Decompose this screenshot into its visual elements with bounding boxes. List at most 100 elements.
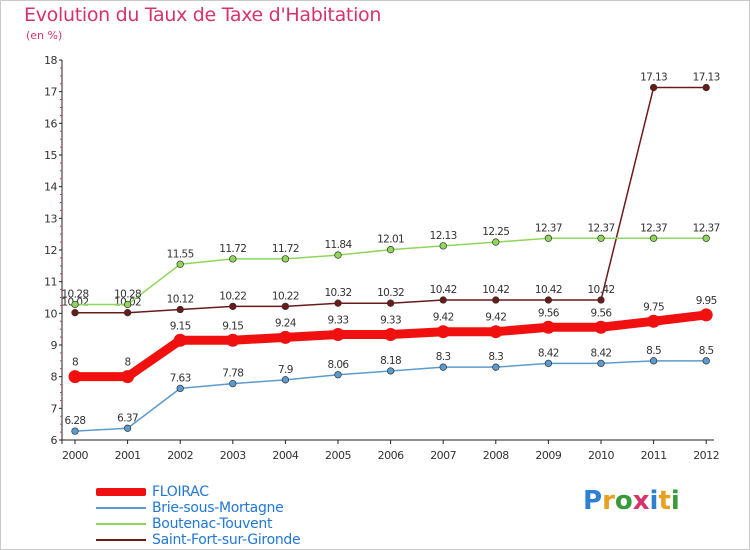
y-tick-label: 15	[44, 149, 57, 162]
data-label: 7.9	[278, 364, 293, 376]
data-point	[436, 325, 450, 339]
x-tick-label: 2010	[588, 449, 614, 462]
data-point	[229, 255, 237, 263]
data-label: 12.37	[587, 222, 614, 234]
data-point	[229, 379, 237, 388]
y-tick-label: 17	[44, 86, 57, 99]
data-point	[489, 325, 503, 339]
data-label: 12.13	[430, 230, 457, 242]
data-point	[597, 359, 605, 368]
y-tick-label: 14	[44, 181, 57, 194]
data-label: 9.33	[328, 315, 349, 327]
logo-letter: i	[670, 486, 680, 516]
legend-label-brie: Brie-sous-Mortagne	[152, 500, 284, 516]
data-point	[597, 296, 605, 304]
legend-label-boutenac: Boutenac-Touvent	[152, 516, 273, 532]
x-tick-label: 2002	[167, 449, 193, 462]
data-label: 8.42	[538, 347, 559, 359]
data-label: 9.95	[696, 295, 717, 307]
data-point	[176, 260, 184, 268]
data-label: 11.55	[167, 248, 194, 260]
data-label: 10.42	[482, 284, 509, 296]
data-point	[229, 302, 237, 311]
y-tick-label: 16	[44, 117, 57, 130]
data-label: 12.01	[377, 234, 404, 246]
x-tick-label: 2003	[220, 449, 246, 462]
data-label: 10.32	[324, 287, 351, 299]
y-tick-label: 7	[51, 402, 58, 415]
data-label: 8.3	[488, 351, 503, 363]
data-point	[176, 305, 184, 314]
legend-item-saint-fort: Saint-Fort-sur-Gironde	[96, 532, 301, 548]
data-label: 11.72	[272, 243, 299, 255]
data-label: 6.37	[117, 412, 138, 424]
data-label: 11.84	[324, 239, 352, 251]
data-point	[702, 357, 710, 365]
data-label: 12.37	[535, 222, 562, 234]
proxiti-logo: Proxiti	[583, 486, 680, 516]
data-point	[699, 308, 713, 322]
logo-letter: P	[583, 486, 603, 516]
data-label: 10.42	[535, 284, 562, 296]
data-point	[384, 328, 398, 342]
y-tick-label: 18	[44, 54, 57, 67]
data-point	[123, 309, 132, 317]
data-label: 6.28	[65, 415, 86, 427]
data-point	[121, 370, 135, 384]
chart-unit: (en %)	[26, 29, 63, 42]
data-point	[176, 384, 184, 393]
data-point	[281, 255, 290, 263]
data-label: 17.13	[693, 72, 720, 84]
series-line	[74, 86, 707, 314]
data-label: 10.22	[219, 290, 246, 302]
data-point	[544, 359, 553, 368]
data-point	[647, 314, 661, 328]
x-tick-label: 2009	[535, 449, 561, 462]
data-label: 8	[125, 357, 131, 369]
y-tick-label: 6	[51, 434, 58, 447]
data-point	[702, 234, 710, 242]
chart-title: Evolution du Taux de Taxe d'Habitation	[24, 4, 382, 26]
x-tick-label: 2001	[115, 449, 141, 462]
data-point	[541, 320, 555, 334]
data-label: 12.37	[640, 222, 667, 234]
data-label: 12.25	[482, 226, 509, 238]
y-tick-label: 9	[51, 339, 58, 352]
data-label: 10.28	[61, 288, 88, 300]
legend-label-floirac: FLOIRAC	[152, 484, 209, 500]
data-point	[281, 376, 290, 384]
data-label: 9.56	[591, 307, 613, 319]
data-point	[386, 367, 395, 375]
logo-letter: i	[649, 486, 659, 516]
data-label: 10.12	[167, 294, 194, 306]
data-point	[439, 363, 447, 371]
data-label: 9.15	[222, 320, 243, 332]
data-label: 8.5	[699, 345, 714, 357]
data-label: 8.3	[436, 351, 451, 363]
legend-item-boutenac: Boutenac-Touvent	[96, 516, 300, 532]
x-tick-label: 2008	[483, 449, 509, 462]
data-label: 10.42	[430, 284, 457, 296]
legend-item-brie: Brie-sous-Mortagne	[96, 500, 300, 516]
data-point	[334, 251, 342, 259]
x-tick-label: 2000	[62, 449, 88, 462]
data-point	[492, 363, 500, 371]
data-point	[597, 234, 605, 242]
data-point	[492, 238, 500, 246]
data-label: 9.75	[643, 301, 664, 313]
x-tick-label: 2011	[641, 449, 667, 462]
data-point	[649, 357, 658, 365]
data-label: 9.15	[170, 320, 191, 332]
legend-swatch-saint-fort	[96, 539, 146, 541]
logo-letter: x	[632, 486, 650, 516]
data-label: 10.22	[272, 290, 299, 302]
legend-swatch-floirac	[96, 488, 146, 496]
data-label: 8.18	[380, 355, 401, 367]
data-point	[71, 309, 79, 317]
data-label: 11.72	[219, 243, 246, 255]
x-tick-label: 2005	[325, 449, 351, 462]
data-point	[702, 83, 710, 92]
data-point	[123, 424, 132, 432]
